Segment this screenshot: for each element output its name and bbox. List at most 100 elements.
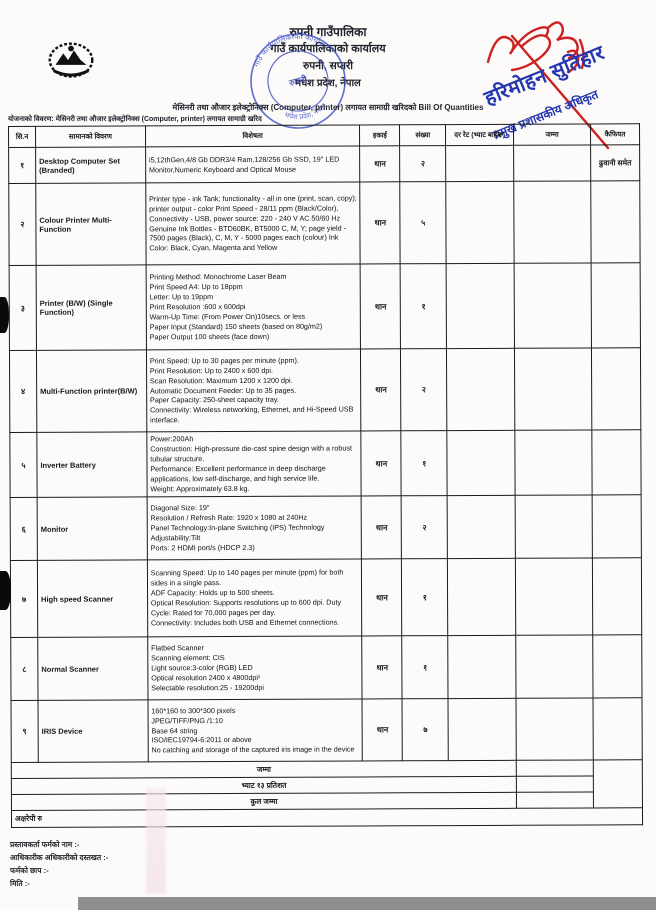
cell-rate [446, 263, 515, 349]
nepal-emblem-logo [42, 34, 100, 92]
cell-item: Monitor [37, 496, 148, 561]
table-row: ७ High speed Scanner Scanning Speed: Up … [10, 557, 642, 638]
table-row: २ Colour Printer Multi-Function Printer … [8, 180, 641, 266]
table-row: ४ Multi-Function printer(B/W) Print Spee… [9, 347, 641, 433]
cell-total [513, 144, 591, 182]
cell-rate [447, 558, 516, 636]
cell-sn: ५ [9, 432, 38, 498]
cell-rate [446, 181, 515, 264]
cell-qty: १ [401, 558, 448, 636]
col-header-total: जम्मा [513, 123, 591, 146]
cell-sn: १ [8, 147, 36, 184]
cell-spec: Printer type - ink Tank; functionality -… [145, 181, 361, 265]
cell-item: Desktop Computer Set (Branded) [35, 146, 146, 184]
stamp-arc-top: गाउँ कार्यपालिकाको कार्यालय [246, 22, 333, 70]
table-row: ८ Normal Scanner Flatbed Scanner Scannin… [10, 634, 643, 701]
cell-unit: थान [360, 263, 401, 349]
cell-total [514, 347, 592, 431]
cell-unit: थान [359, 145, 401, 182]
cell-spec: Printing Method: Monochrome Laser Beam P… [145, 263, 361, 350]
cell-item: Printer (B/W) (Single Function) [36, 264, 147, 351]
signature [486, 21, 610, 150]
cell-item: Multi-Function printer(B/W) [36, 349, 147, 433]
cell-item: High speed Scanner [37, 559, 148, 638]
cell-sn: ४ [9, 350, 37, 433]
cell-remark [592, 557, 642, 635]
cell-sn: ६ [10, 497, 38, 561]
cell-total [514, 262, 592, 349]
cell-remark: ढुवानी समेत [590, 144, 640, 181]
cell-unit: थान [360, 181, 401, 264]
cell-spec: 160*160 to 300*300 pixels JPEG/TIFF/PNG … [147, 698, 363, 762]
cell-remark [591, 262, 641, 348]
footer-signature-block: प्रस्तावकर्ता फर्मको नाम :- आधिकारीक अधि… [10, 838, 108, 890]
cell-total [515, 634, 593, 699]
col-header-rate: दर रेट (भ्याट बाहेक) [445, 124, 514, 146]
cell-sn: ८ [10, 637, 38, 701]
cell-total [513, 180, 592, 264]
col-header-sn: सि.न [8, 126, 36, 148]
cell-item: IRIS Device [37, 699, 149, 763]
cell-item: Inverter Battery [36, 431, 147, 498]
scan-edge-artifact [78, 897, 656, 910]
date-line: मिति :- [10, 879, 30, 888]
cell-remark [592, 494, 642, 558]
cell-sn: ९ [11, 700, 39, 763]
col-header-spec: विशेषता [145, 124, 360, 147]
summary-remark [593, 759, 643, 808]
table-row: ५ Inverter Battery Power:200Ah Construct… [9, 429, 642, 498]
cell-sn: ३ [9, 265, 37, 351]
cell-remark [590, 180, 641, 263]
authorized-signature-line: आधिकारीक अधिकारीको दस्तखत :- [10, 853, 109, 862]
document-title: मेसिनरी तथा औजार इलेक्ट्रोनिक्स (Compute… [172, 103, 484, 112]
amount-in-words-label: अक्षरेपी रु [11, 807, 643, 828]
cell-unit: थान [361, 495, 402, 559]
cell-qty: २ [401, 495, 448, 559]
svg-text:गाउँ कार्यपालिकाको कार्यालय: गाउँ कार्यपालिकाको कार्यालय [246, 22, 333, 70]
summary-amount [516, 775, 594, 793]
cell-remark [591, 347, 641, 430]
cell-qty: २ [399, 145, 447, 182]
cell-unit: थान [360, 348, 402, 431]
cell-qty: १ [400, 263, 447, 349]
round-office-stamp: गाउँ कार्यपालिकाको कार्यालय मधेश प्रदेश,… [246, 22, 346, 129]
cell-total [515, 494, 593, 559]
cell-sn: ७ [10, 560, 38, 638]
table-header-row: सि.न सामानको विवरण विशेषता इकाई संख्या द… [8, 123, 640, 148]
cell-rate [448, 698, 517, 761]
cell-qty: २ [400, 348, 448, 431]
org-address: रुपनी, सप्तरी [303, 60, 353, 72]
cell-total [516, 697, 594, 761]
plan-caption: योजनाको विवरण: मेसिनरी तथा औजार इलेक्ट्र… [8, 116, 262, 123]
table-row: ९ IRIS Device 160*160 to 300*300 pixels … [11, 697, 643, 763]
cell-qty: ७ [402, 698, 449, 761]
cell-item: Colour Printer Multi-Function [35, 182, 146, 266]
cell-unit: थान [362, 698, 403, 761]
cell-rate [447, 430, 516, 496]
cell-rate [445, 145, 514, 182]
cell-remark [592, 634, 643, 698]
boq-table: सि.न सामानको विवरण विशेषता इकाई संख्या द… [8, 123, 644, 828]
cell-unit: थान [361, 430, 402, 496]
cell-remark [591, 429, 642, 495]
cell-rate [447, 635, 517, 699]
firm-stamp-line: फर्मको छाप :- [10, 866, 49, 875]
org-office: गाउँ कार्यपालिकाको कार्यालय [270, 43, 386, 55]
cell-sn: २ [8, 183, 37, 266]
summary-amount [516, 791, 594, 809]
summary-amount [516, 759, 594, 777]
col-header-remark: कैफियत [590, 123, 640, 145]
cell-rate [446, 348, 515, 431]
cell-total [515, 557, 593, 636]
scan-smudge [146, 788, 166, 894]
cell-spec: Print Speed: Up to 30 pages per minute (… [146, 348, 362, 432]
col-header-qty: संख्या [399, 124, 446, 146]
col-header-unit: इकाई [359, 124, 400, 146]
cell-spec: Flatbed Scanner Scanning element: CIS Li… [147, 635, 363, 700]
cell-unit: थान [362, 635, 403, 699]
col-header-item: सामानको विवरण [35, 125, 146, 148]
cell-spec: Scanning Speed: Up to 140 pages per minu… [147, 558, 363, 637]
cell-qty: १ [402, 635, 449, 699]
cell-spec: Power:200Ah Construction: High-pressure … [146, 430, 362, 497]
